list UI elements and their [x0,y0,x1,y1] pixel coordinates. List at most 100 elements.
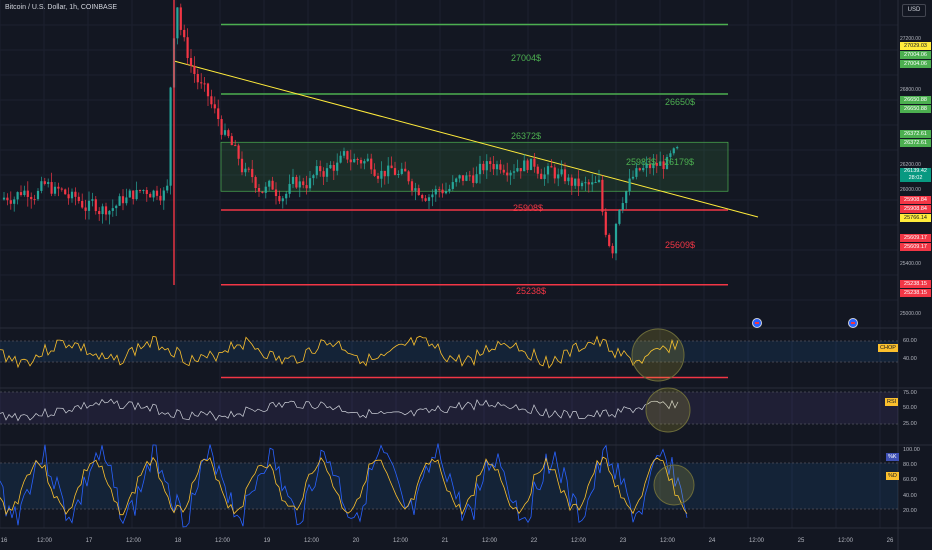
candle-body [101,206,104,215]
time-tick: 23 [619,538,627,544]
candle-body [9,200,12,204]
candle-body [60,188,63,190]
candle-body [162,190,165,201]
stoch-d-line [0,456,688,516]
level-label-range: 25983$ - 26179$ [625,157,695,167]
candle-body [240,158,244,173]
candle-body [30,196,33,200]
candle-body [94,199,97,212]
price-tag: 27029.03 [900,42,931,50]
candle-body [597,179,601,183]
candle-body [128,190,131,198]
level-label-25908: 25908$ [512,203,544,213]
candle-body [359,159,363,164]
candle-body [543,174,546,179]
candle-body [512,171,516,173]
time-tick: 12:00 [392,538,409,544]
price-tag: 25908.84 [900,196,931,204]
candle-body [87,200,91,211]
candle-body [431,194,434,198]
candle-body [50,182,53,194]
time-tick: 12:00 [659,538,676,544]
time-tick: 26 [886,538,894,544]
candle-body [40,181,43,191]
candle-body [614,223,618,254]
candle-body [203,83,206,85]
stoch-tick: 80.00 [903,462,917,468]
candle-body [465,175,468,181]
highlight-circle [631,328,685,382]
candle-body [475,174,478,183]
candle-body [502,169,505,173]
price-tag: 25609.17 [900,234,931,242]
candle-body [655,163,658,166]
candle-body [291,176,295,184]
candle-body [540,173,543,179]
price-tag: 25908.84 [900,205,931,213]
candle-body [472,175,475,183]
symbol-title: Bitcoin / U.S. Dollar, 1h, COINBASE [5,4,118,11]
candle-body [499,164,502,170]
price-tag: 25238.15 [900,289,931,297]
candle-body [288,183,291,194]
rsi-tick: 50.00 [903,405,917,411]
economic-event-icon[interactable] [848,318,858,328]
candle-body [132,190,135,200]
candle-body [244,168,247,173]
candle-body [580,182,584,187]
price-tag: 27004.06 [900,51,931,59]
candle-body [159,195,162,201]
candle-body [254,177,257,188]
candle-body [108,210,111,215]
candle-body [193,65,196,75]
candle-body [383,170,386,177]
candle-body [591,182,594,185]
candle-body [115,205,118,209]
highlight-circle [653,464,695,506]
candle-body [485,161,488,171]
stoch-band [0,463,898,509]
candle-body [458,175,461,179]
candle-body [81,200,84,208]
currency-button[interactable]: USD [902,4,926,17]
candle-body [448,188,451,192]
candle-body [587,182,590,185]
stoch-k-label: %K [886,453,899,461]
candle-body [13,199,16,204]
candle-body [138,190,142,192]
candle-body [601,179,604,212]
candle-body [53,186,57,194]
candle-body [349,159,352,163]
time-tick: 12:00 [36,538,53,544]
candle-body [332,165,335,171]
price-tick: 26000.00 [900,187,921,193]
candle-body [257,187,261,192]
candle-body [373,169,376,176]
candle-body [206,83,210,97]
candle-body [438,189,441,191]
price-tag: 26650.88 [900,96,931,104]
candle-body [672,148,675,154]
candle-body [526,160,529,170]
candle-body [652,163,655,169]
candle-body [104,206,108,215]
candle-body [390,165,393,169]
candle-body [346,151,349,160]
candle-body [455,178,458,183]
candle-body [298,181,301,188]
candle-body [676,147,679,149]
candle-body [380,170,383,179]
candle-body [64,189,67,195]
time-tick: 20 [352,538,360,544]
candle-body [648,163,652,169]
time-tick: 21 [441,538,449,544]
candle-body [628,178,631,192]
candle-body [196,74,199,83]
candle-body [414,188,417,191]
candle-body [557,174,560,179]
candle-body [251,168,254,178]
candle-body [604,211,607,235]
candle-body [421,195,424,199]
economic-event-icon[interactable] [752,318,762,328]
